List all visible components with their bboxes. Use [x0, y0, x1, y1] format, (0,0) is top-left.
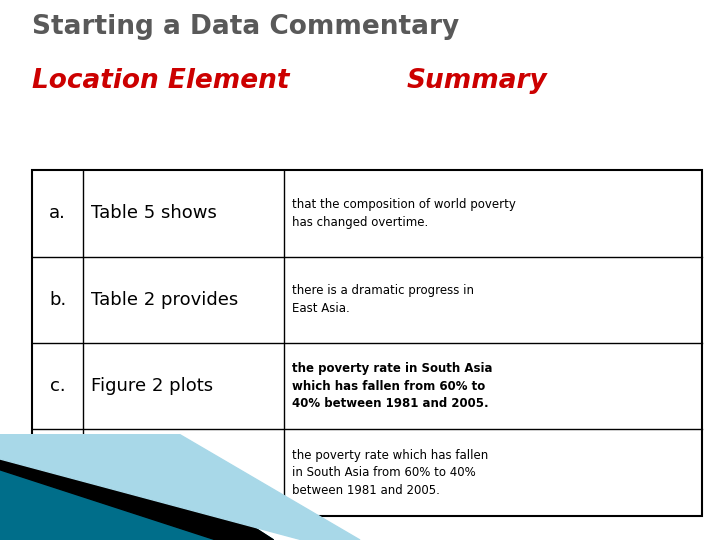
Polygon shape	[0, 456, 274, 540]
Text: the poverty rate in South Asia
which has fallen from 60% to
40% between 1981 and: the poverty rate in South Asia which has…	[292, 362, 492, 410]
Text: d.: d.	[49, 463, 66, 482]
Text: b.: b.	[49, 291, 66, 309]
Text: Figure 4 gives: Figure 4 gives	[91, 463, 217, 482]
Polygon shape	[0, 435, 360, 540]
Text: there is a dramatic progress in
East Asia.: there is a dramatic progress in East Asi…	[292, 285, 474, 315]
Bar	[32, 170, 702, 516]
Text: that the composition of world poverty
has changed overtime.: that the composition of world poverty ha…	[292, 198, 516, 228]
Text: Table 5 shows: Table 5 shows	[91, 204, 217, 222]
Text: Location Element: Location Element	[32, 68, 290, 93]
Text: Figure 2 plots: Figure 2 plots	[91, 377, 213, 395]
Text: Table 2 provides: Table 2 provides	[91, 291, 238, 309]
Polygon shape	[0, 456, 274, 540]
Text: Summary: Summary	[407, 68, 547, 93]
Text: c.: c.	[50, 377, 66, 395]
Text: the poverty rate which has fallen
in South Asia from 60% to 40%
between 1981 and: the poverty rate which has fallen in Sou…	[292, 449, 488, 496]
Text: a.: a.	[49, 204, 66, 222]
Text: Starting a Data Commentary: Starting a Data Commentary	[32, 14, 459, 39]
